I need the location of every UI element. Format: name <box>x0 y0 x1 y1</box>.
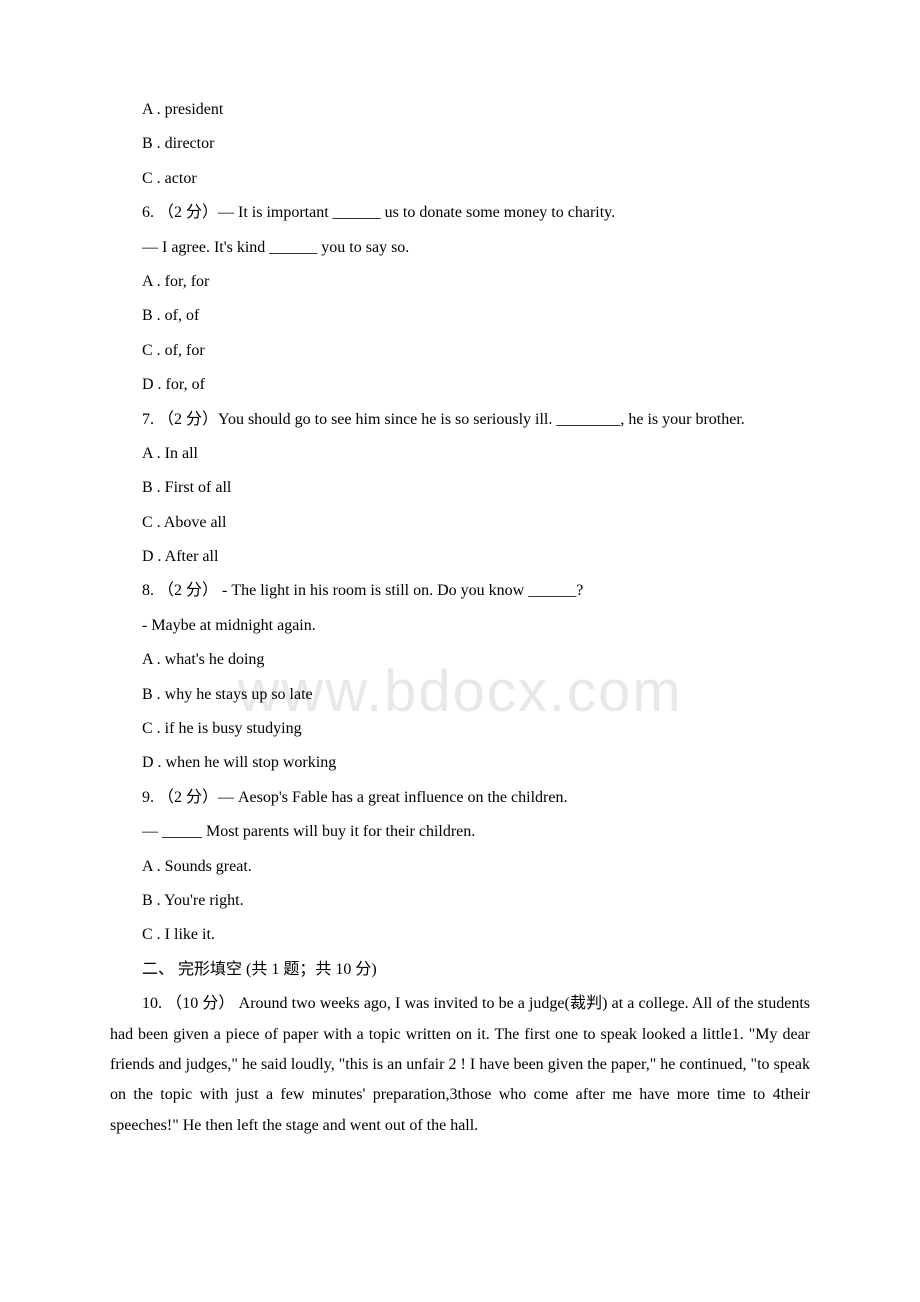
q5-option-a: A . president <box>110 95 810 125</box>
q10-paragraph: 10. （10 分） Around two weeks ago, I was i… <box>110 989 810 1141</box>
q9-option-b: B . You're right. <box>110 886 810 916</box>
section-2-heading: 二、 完形填空 (共 1 题；共 10 分) <box>110 955 810 985</box>
q6-option-b: B . of, of <box>110 301 810 331</box>
q7-option-a: A . In all <box>110 439 810 469</box>
q9-option-c: C . I like it. <box>110 920 810 950</box>
q7-question: 7. （2 分）You should go to see him since h… <box>110 405 810 435</box>
q8-question-line1: 8. （2 分） - The light in his room is stil… <box>110 576 810 606</box>
q7-option-b: B . First of all <box>110 473 810 503</box>
q6-question-line1: 6. （2 分）— It is important ______ us to d… <box>110 198 810 228</box>
q6-option-c: C . of, for <box>110 336 810 366</box>
text-layer: A . president B . director C . actor 6. … <box>110 95 810 1141</box>
q6-option-a: A . for, for <box>110 267 810 297</box>
q7-option-d: D . After all <box>110 542 810 572</box>
q8-option-b: B . why he stays up so late <box>110 680 810 710</box>
q6-question-line2: — I agree. It's kind ______ you to say s… <box>110 233 810 263</box>
q6-option-d: D . for, of <box>110 370 810 400</box>
q5-option-b: B . director <box>110 129 810 159</box>
q5-option-c: C . actor <box>110 164 810 194</box>
q8-option-c: C . if he is busy studying <box>110 714 810 744</box>
q9-question-line1: 9. （2 分）— Aesop's Fable has a great infl… <box>110 783 810 813</box>
q9-question-line2: — _____ Most parents will buy it for the… <box>110 817 810 847</box>
q8-option-a: A . what's he doing <box>110 645 810 675</box>
q8-option-d: D . when he will stop working <box>110 748 810 778</box>
q7-option-c: C . Above all <box>110 508 810 538</box>
q9-option-a: A . Sounds great. <box>110 852 810 882</box>
q8-question-line2: - Maybe at midnight again. <box>110 611 810 641</box>
page-content: www.bdocx.com A . president B . director… <box>110 95 810 1141</box>
